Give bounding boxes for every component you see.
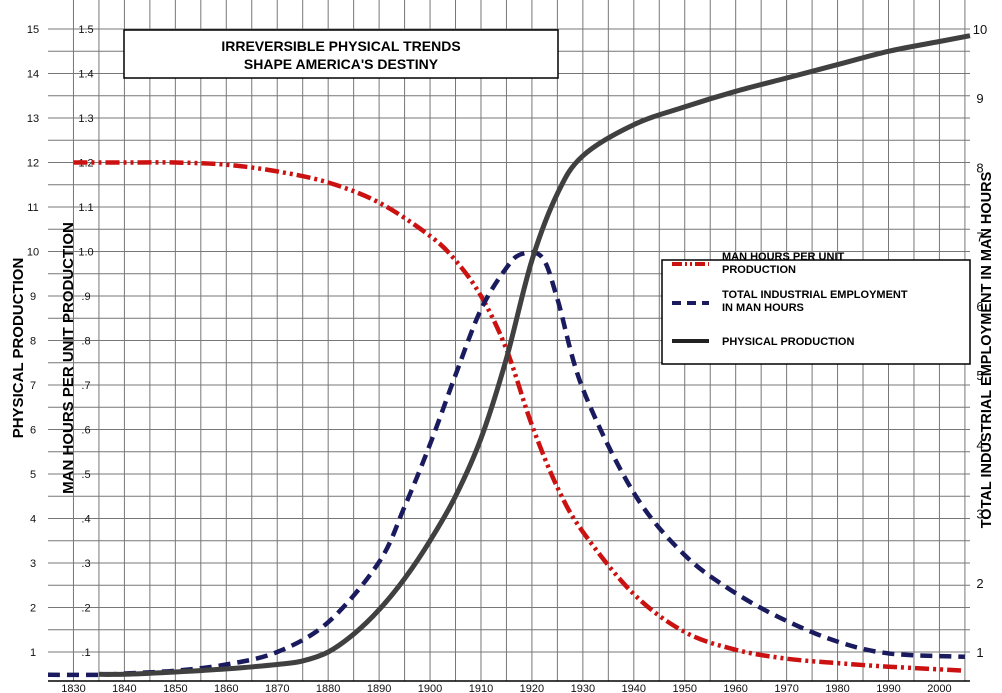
y-left-inner-tick-label: .6 xyxy=(81,425,90,437)
y-left-inner-tick-label: .7 xyxy=(81,380,90,392)
chart-title: IRREVERSIBLE PHYSICAL TRENDS xyxy=(221,38,460,54)
x-tick-label: 1960 xyxy=(723,683,747,693)
y-left-outer-tick-label: 9 xyxy=(30,291,36,303)
legend-label-production: PHYSICAL PRODUCTION xyxy=(722,336,854,348)
x-tick-label: 1840 xyxy=(112,683,136,693)
legend-label-employment-1: TOTAL INDUSTRIAL EMPLOYMENT xyxy=(722,289,908,301)
x-tick-label: 2000 xyxy=(927,683,951,693)
y-left-inner-tick-label: 1.3 xyxy=(78,113,93,125)
y-left-outer-tick-label: 10 xyxy=(27,247,39,259)
x-axis-ticks: 1830 1840 1850 1860 1870 1880 1890 1900 1910 1920… xyxy=(61,683,951,693)
x-tick-label: 1860 xyxy=(214,683,238,693)
x-tick-label: 1970 xyxy=(774,683,798,693)
y-right-tick-label: 8 xyxy=(976,160,983,175)
y-left-inner-tick-label: 1.5 xyxy=(78,24,93,36)
series-employment-line xyxy=(47,249,965,678)
x-tick-label: 1830 xyxy=(61,683,85,693)
series-lines xyxy=(47,33,971,678)
y-left-outer-tick-label: 15 xyxy=(27,24,39,36)
y-right-tick-label: 5 xyxy=(976,368,983,383)
legend: MAN HOURS PER UNIT PRODUCTION TOTAL INDU… xyxy=(661,251,971,365)
y-right-tick-label: 3 xyxy=(976,507,983,522)
x-tick-label: 1910 xyxy=(469,683,493,693)
y-left-outer-tick-label: 6 xyxy=(30,425,36,437)
y-left-outer-label: PHYSICAL PRODUCTION xyxy=(10,258,27,439)
y-left-inner-label: MAN HOURS PER UNIT PRODUCTION xyxy=(60,222,77,494)
y-left-outer-tick-label: 2 xyxy=(30,603,36,615)
grid xyxy=(48,0,970,682)
y-left-inner-tick-label: .4 xyxy=(81,514,90,526)
x-tick-label: 1850 xyxy=(163,683,187,693)
x-tick-label: 1930 xyxy=(571,683,595,693)
y-left-inner-tick-label: .9 xyxy=(81,291,90,303)
chart-title-box: IRREVERSIBLE PHYSICAL TRENDS SHAPE AMERI… xyxy=(123,29,559,79)
y-right-label: TOTAL INDUSTRIAL EMPLOYMENT IN MAN HOURS xyxy=(979,171,995,528)
x-tick-label: 1920 xyxy=(520,683,544,693)
y-right-tick-label: 2 xyxy=(976,576,983,591)
y-left-outer-tick-label: 14 xyxy=(27,69,39,81)
y-right-ticks: 1 2 3 4 5 6 7 8 9 10 xyxy=(973,22,987,660)
y-left-outer-tick-label: 12 xyxy=(27,158,39,170)
y-left-outer-tick-label: 13 xyxy=(27,113,39,125)
y-right-tick-label: 9 xyxy=(976,91,983,106)
x-tick-label: 1940 xyxy=(622,683,646,693)
y-left-outer-tick-label: 11 xyxy=(27,202,38,214)
x-tick-label: 1900 xyxy=(418,683,442,693)
y-left-inner-tick-label: .3 xyxy=(81,558,90,570)
y-left-inner-tick-label: 1.4 xyxy=(78,69,93,81)
y-left-outer-tick-label: 5 xyxy=(30,469,36,481)
y-left-outer-tick-label: 4 xyxy=(30,514,36,526)
y-left-outer-tick-label: 8 xyxy=(30,336,36,348)
x-tick-label: 1990 xyxy=(876,683,900,693)
y-right-tick-label: 10 xyxy=(973,22,987,37)
legend-label-employment-2: IN MAN HOURS xyxy=(722,302,804,314)
x-tick-label: 1980 xyxy=(825,683,849,693)
x-tick-label: 1890 xyxy=(367,683,391,693)
y-right-tick-label: 7 xyxy=(976,230,983,245)
legend-label-man-hours-1: MAN HOURS PER UNIT xyxy=(722,251,845,263)
y-left-outer-tick-label: 1 xyxy=(30,647,36,659)
y-left-inner-tick-label: 1.0 xyxy=(78,247,93,259)
x-tick-label: 1870 xyxy=(265,683,289,693)
y-left-outer-tick-label: 3 xyxy=(30,558,36,570)
y-right-tick-label: 1 xyxy=(976,645,983,660)
y-left-inner-tick-label: 1.1 xyxy=(78,202,93,214)
y-left-inner-tick-label: .8 xyxy=(81,336,90,348)
y-right-tick-label: 4 xyxy=(976,437,983,452)
y-left-outer-tick-label: 7 xyxy=(30,380,36,392)
x-tick-label: 1950 xyxy=(672,683,696,693)
y-left-inner-tick-label: .1 xyxy=(81,647,90,659)
chart-subtitle: SHAPE AMERICA'S DESTINY xyxy=(244,56,439,72)
y-left-inner-tick-label: .5 xyxy=(81,469,90,481)
legend-label-man-hours-2: PRODUCTION xyxy=(722,264,796,276)
y-left-inner-tick-label: .2 xyxy=(81,603,90,615)
x-tick-label: 1880 xyxy=(316,683,340,693)
y-right-tick-label: 6 xyxy=(976,299,983,314)
y-left-ticks: 123456789101112131415.1.2.3.4.5.6.7.8.91… xyxy=(27,24,94,659)
series-production-line xyxy=(98,33,971,677)
